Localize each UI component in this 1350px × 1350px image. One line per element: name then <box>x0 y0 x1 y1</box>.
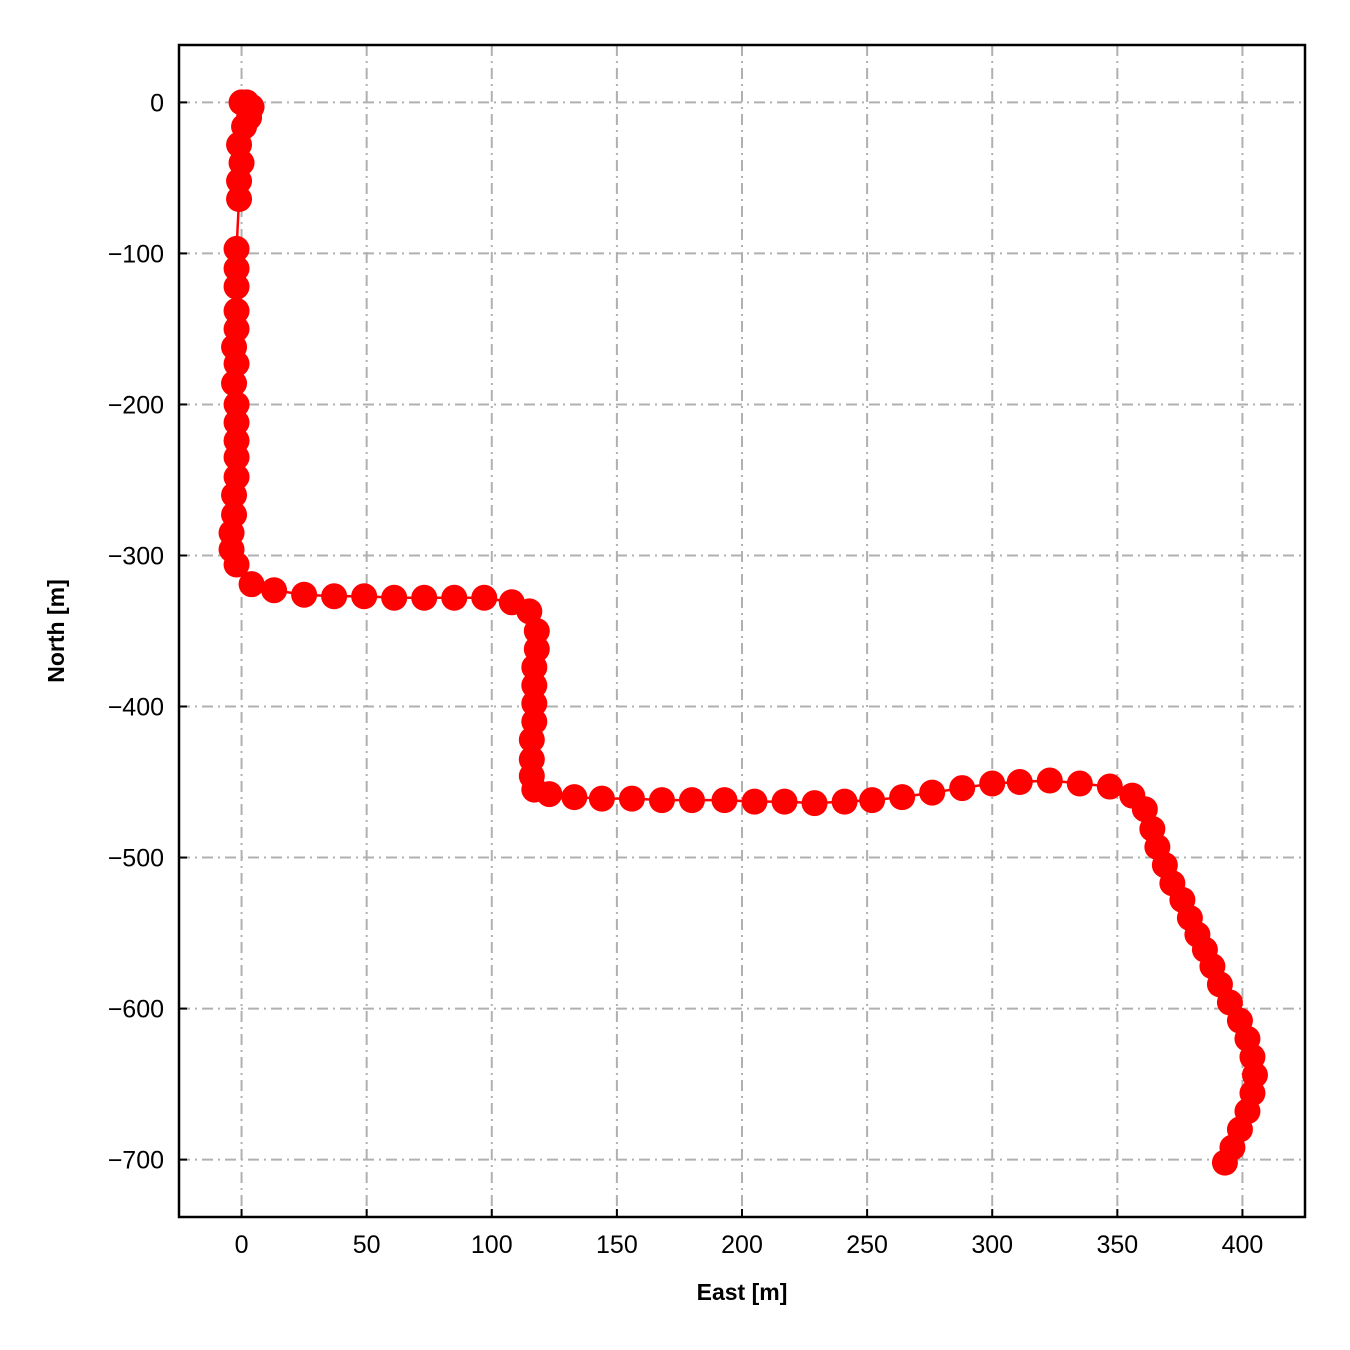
data-point <box>521 690 548 717</box>
data-point <box>223 409 250 436</box>
data-point <box>516 598 543 625</box>
data-point <box>771 788 798 815</box>
data-point <box>223 235 250 262</box>
x-tick-label: 50 <box>353 1231 381 1259</box>
data-point <box>238 571 265 598</box>
data-point <box>221 370 248 397</box>
data-point <box>471 584 498 611</box>
data-point <box>223 350 250 377</box>
axis-ticks: 0 50 100 150 200 250 300 350 400 0 −100 −200 −300 −40… <box>108 89 1264 1259</box>
y-tick-label: −500 <box>108 845 164 873</box>
plot-frame <box>177 43 1307 1219</box>
grid <box>179 45 1305 1217</box>
data-point <box>801 790 828 817</box>
y-tick-label: −100 <box>108 240 164 268</box>
data-point <box>536 781 563 808</box>
x-tick-label: 300 <box>971 1231 1013 1259</box>
data-point <box>919 779 946 806</box>
data-point <box>223 444 250 471</box>
y-axis-title: North [m] <box>43 579 69 682</box>
data-point <box>223 255 250 282</box>
data-point <box>1096 773 1123 800</box>
data-point <box>1211 1149 1238 1176</box>
data-point <box>223 551 250 578</box>
data-point <box>831 788 858 815</box>
x-tick-label: 200 <box>721 1231 763 1259</box>
data-point <box>381 584 408 611</box>
y-tick-label: −600 <box>108 996 164 1024</box>
data-point <box>561 784 588 811</box>
series-layer <box>218 89 1268 1176</box>
data-point <box>441 584 468 611</box>
data-point <box>226 167 253 194</box>
data-point <box>711 787 738 814</box>
data-point <box>618 785 645 812</box>
data-point <box>223 273 250 300</box>
data-point <box>1131 796 1158 823</box>
data-point <box>221 482 248 509</box>
data-point <box>678 787 705 814</box>
data-point <box>223 391 250 418</box>
x-tick-label: 350 <box>1096 1231 1138 1259</box>
data-point <box>859 787 886 814</box>
data-point <box>741 788 768 815</box>
data-point <box>588 785 615 812</box>
data-point <box>291 581 318 608</box>
data-point <box>979 770 1006 797</box>
data-point <box>223 297 250 324</box>
y-tick-label: −400 <box>108 694 164 722</box>
x-tick-label: 250 <box>846 1231 888 1259</box>
x-tick-label: 400 <box>1222 1231 1264 1259</box>
data-point <box>321 583 348 610</box>
data-point <box>261 577 288 604</box>
data-point <box>949 775 976 802</box>
data-point <box>648 787 675 814</box>
x-tick-label: 150 <box>596 1231 638 1259</box>
y-tick-label: −300 <box>108 542 164 570</box>
data-point <box>411 584 438 611</box>
data-point <box>521 654 548 681</box>
y-tick-label: 0 <box>150 89 164 117</box>
data-point <box>226 186 253 213</box>
y-tick-label: −200 <box>108 391 164 419</box>
x-tick-label: 100 <box>471 1231 513 1259</box>
data-point <box>351 583 378 610</box>
data-point <box>521 672 548 699</box>
data-point <box>523 618 550 644</box>
y-tick-label: −700 <box>108 1147 164 1175</box>
x-tick-label: 0 <box>235 1231 249 1259</box>
series-line <box>230 101 1257 1164</box>
data-point <box>889 784 916 811</box>
data-point <box>1036 767 1063 794</box>
data-point <box>518 726 545 753</box>
data-point <box>1066 770 1093 797</box>
data-point <box>1006 769 1033 796</box>
x-axis-title: East [m] <box>697 1279 788 1305</box>
